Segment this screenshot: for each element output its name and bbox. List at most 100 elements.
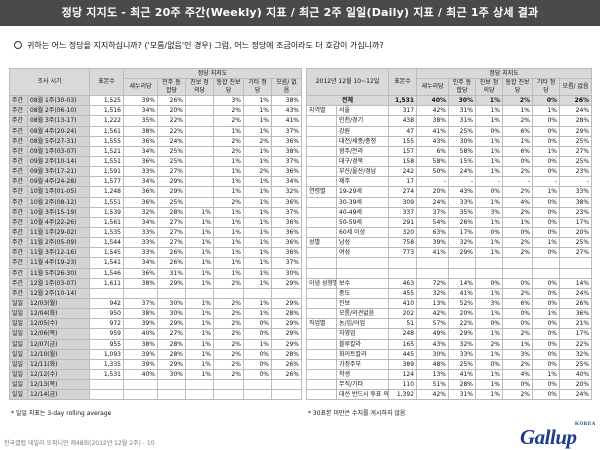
weekly-row: 주간 11월 3주(12-16) 1,545 33% 26% 1% 1% 1% 36% bbox=[9, 247, 303, 259]
value-cell: 1% bbox=[475, 105, 504, 117]
header-sample-size: 표본수 bbox=[89, 67, 124, 97]
value-cell: 1% bbox=[243, 95, 272, 107]
detail-row: 직업별 농/임/어업 51 57% 22% 0% 0% 0% 21% bbox=[306, 318, 593, 330]
row-label: 40-49세 bbox=[335, 206, 390, 218]
value-cell bbox=[185, 379, 214, 391]
value-cell: 41% bbox=[448, 368, 477, 381]
value-cell: 39% bbox=[123, 95, 158, 107]
row-group: 연령별 bbox=[306, 186, 337, 198]
detail-row: 학생 124 13% 41% 1% 4% 1% 40% bbox=[306, 368, 593, 381]
row-group: 직업별 bbox=[306, 318, 337, 330]
value-cell: 1% bbox=[475, 216, 504, 228]
value-cell: 2% bbox=[502, 389, 534, 401]
value-cell: 2% bbox=[475, 338, 504, 350]
value-cell: 2% bbox=[502, 166, 534, 178]
row-period: 09월 4주(24-28) bbox=[27, 176, 90, 188]
weekly-row: 주간 09월 2주(10-14) 1,551 36% 25% 1% 1% 37% bbox=[9, 155, 303, 168]
value-cell: 1% bbox=[213, 226, 244, 239]
value-cell: 1% bbox=[243, 145, 272, 157]
value-cell: 58% bbox=[416, 155, 450, 168]
value-cell: - bbox=[475, 176, 504, 188]
value-cell: 0% bbox=[243, 348, 272, 360]
value-cell: 2% bbox=[243, 135, 272, 147]
value-cell: 1% bbox=[243, 226, 272, 239]
sample-size: 1,545 bbox=[89, 247, 124, 259]
row-group bbox=[306, 206, 337, 218]
value-cell: 1% bbox=[243, 277, 272, 289]
row-label: 인천/경기 bbox=[335, 115, 390, 127]
value-cell: 34% bbox=[270, 176, 303, 188]
detail-row: 연령별 19-29세 274 20% 43% 0% 2% 1% 33% bbox=[306, 186, 593, 198]
sample-size bbox=[89, 389, 124, 401]
weekly-row: 주간 08월 2주(06-10) 1,516 34% 20% 2% 1% 43% bbox=[9, 105, 303, 117]
detail-row: 진보 410 13% 52% 3% 6% 0% 26% bbox=[306, 297, 593, 310]
detail-row: 중도 455 32% 41% 1% 2% 0% 24% bbox=[306, 287, 593, 299]
row-type: 주간 bbox=[9, 216, 28, 228]
row-period: 10월 2주(08-12) bbox=[27, 196, 90, 208]
header-party: 기타 정당 bbox=[243, 78, 272, 97]
detail-row: 가정주부 389 48% 25% 0% 2% 0% 25% bbox=[306, 358, 593, 370]
value-cell: 26% bbox=[270, 358, 303, 370]
row-period: 08월 2주(06-10) bbox=[27, 105, 90, 117]
header-party: 진보 정의당 bbox=[185, 78, 214, 97]
value-cell: 1% bbox=[243, 216, 272, 228]
value-cell: 6% bbox=[502, 145, 534, 157]
row-group bbox=[306, 338, 337, 350]
row-label: 보수 bbox=[335, 277, 390, 289]
value-cell: 0% bbox=[532, 358, 561, 370]
value-cell: 1% bbox=[185, 297, 214, 310]
row-label: 강원 bbox=[335, 125, 390, 137]
value-cell: 41% bbox=[416, 125, 450, 137]
value-cell bbox=[532, 257, 561, 269]
value-cell: 32% bbox=[448, 338, 477, 350]
sample-size: 463 bbox=[388, 277, 418, 289]
row-group bbox=[306, 328, 337, 340]
row-group bbox=[306, 358, 337, 370]
row-period: 11월 4주(19-23) bbox=[27, 257, 90, 269]
row-label: 화이트칼라 bbox=[335, 348, 390, 360]
weekly-row: 주간 12월 2주(10-14) bbox=[9, 287, 303, 299]
value-cell: 17% bbox=[559, 216, 593, 228]
value-cell: 37% bbox=[270, 257, 303, 269]
value-cell: 1% bbox=[532, 186, 561, 198]
value-cell: 0% bbox=[532, 95, 561, 107]
value-cell: 36% bbox=[559, 308, 593, 320]
value-cell: 34% bbox=[123, 105, 158, 117]
row-type: 일일 bbox=[9, 297, 28, 310]
value-cell: 0% bbox=[502, 277, 534, 289]
value-cell: 41% bbox=[448, 287, 477, 299]
value-cell: 1% bbox=[213, 247, 244, 259]
value-cell: 58% bbox=[448, 145, 477, 157]
value-cell: 32% bbox=[448, 237, 477, 249]
row-type: 주간 bbox=[9, 166, 28, 178]
header-party: 새누리당 bbox=[416, 78, 450, 97]
row-group bbox=[306, 287, 337, 299]
value-cell: 0% bbox=[475, 318, 504, 330]
logo-subtext: KOREA bbox=[575, 422, 596, 427]
detail-row: 블루칼라 165 43% 32% 2% 1% 0% 22% bbox=[306, 338, 593, 350]
value-cell: 38% bbox=[123, 338, 158, 350]
value-cell: 0% bbox=[475, 125, 504, 137]
value-cell: 1% bbox=[243, 125, 272, 137]
row-period: 09월 3주(17-21) bbox=[27, 166, 90, 178]
row-label: 가정주부 bbox=[335, 358, 390, 370]
row-label: 제주 bbox=[335, 176, 390, 188]
weekly-row: 주간 12월 1주(03-07) 1,611 38% 29% 1% 2% 1% 29% bbox=[9, 277, 303, 289]
value-cell: 40% bbox=[123, 328, 158, 340]
value-cell: - bbox=[448, 176, 477, 188]
value-cell: 28% bbox=[559, 115, 593, 127]
value-cell: 38% bbox=[123, 308, 158, 320]
row-period: 11월 2주(05-09) bbox=[27, 237, 90, 249]
daily-row: 일일 12/10(월) 1,093 39% 28% 1% 2% 0% 28% bbox=[9, 348, 303, 360]
row-label: 30-39세 bbox=[335, 196, 390, 208]
value-cell bbox=[270, 287, 303, 299]
value-cell: 1% bbox=[213, 267, 244, 279]
weekly-row: 주간 11월 5주(26-30) 1,546 36% 31% 1% 1% 1% 30% bbox=[9, 267, 303, 279]
value-cell bbox=[157, 287, 186, 299]
sample-size: 1,539 bbox=[89, 206, 124, 218]
value-cell: 51% bbox=[416, 379, 450, 391]
row-label bbox=[335, 257, 390, 269]
header-period: 조사 시기 bbox=[9, 67, 90, 97]
value-cell: 0% bbox=[502, 308, 534, 320]
value-cell: 1% bbox=[243, 297, 272, 310]
